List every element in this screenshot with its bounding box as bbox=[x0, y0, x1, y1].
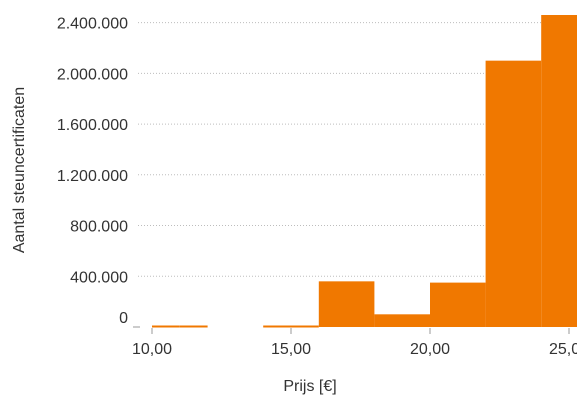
x-axis-label: Prijs [€] bbox=[283, 378, 336, 395]
y-tick-label: 2.400.000 bbox=[57, 16, 128, 33]
x-tick-label: 20,00 bbox=[410, 341, 450, 358]
histogram-bar bbox=[318, 281, 375, 327]
y-tick-label: 0 bbox=[119, 310, 128, 327]
histogram-bars bbox=[152, 15, 577, 328]
y-tick-label: 2.000.000 bbox=[57, 66, 128, 83]
y-tick-label: 1.200.000 bbox=[57, 168, 128, 185]
histogram-bar-zero bbox=[179, 325, 208, 328]
x-tick-label: 10,00 bbox=[132, 341, 172, 358]
x-tick-label: 15,00 bbox=[271, 341, 311, 358]
histogram-bar bbox=[541, 15, 577, 327]
y-tick-label: 400.000 bbox=[70, 269, 128, 286]
histogram-bar bbox=[485, 60, 542, 327]
histogram-bar-zero bbox=[263, 325, 291, 328]
histogram-bar-zero bbox=[152, 325, 180, 328]
y-tick-label: 800.000 bbox=[70, 219, 128, 236]
histogram-bar bbox=[374, 314, 430, 327]
y-axis-tick-labels: 0 400.000 800.000 1.200.000 1.600.000 2.000.0… bbox=[57, 16, 128, 327]
histogram-bar-zero bbox=[291, 325, 319, 328]
y-axis-label: Aantal steuncertificaten bbox=[11, 87, 28, 253]
y-tick-label: 1.600.000 bbox=[57, 117, 128, 134]
histogram-bar bbox=[430, 282, 486, 327]
x-tick-label: 25,00 bbox=[549, 341, 577, 358]
